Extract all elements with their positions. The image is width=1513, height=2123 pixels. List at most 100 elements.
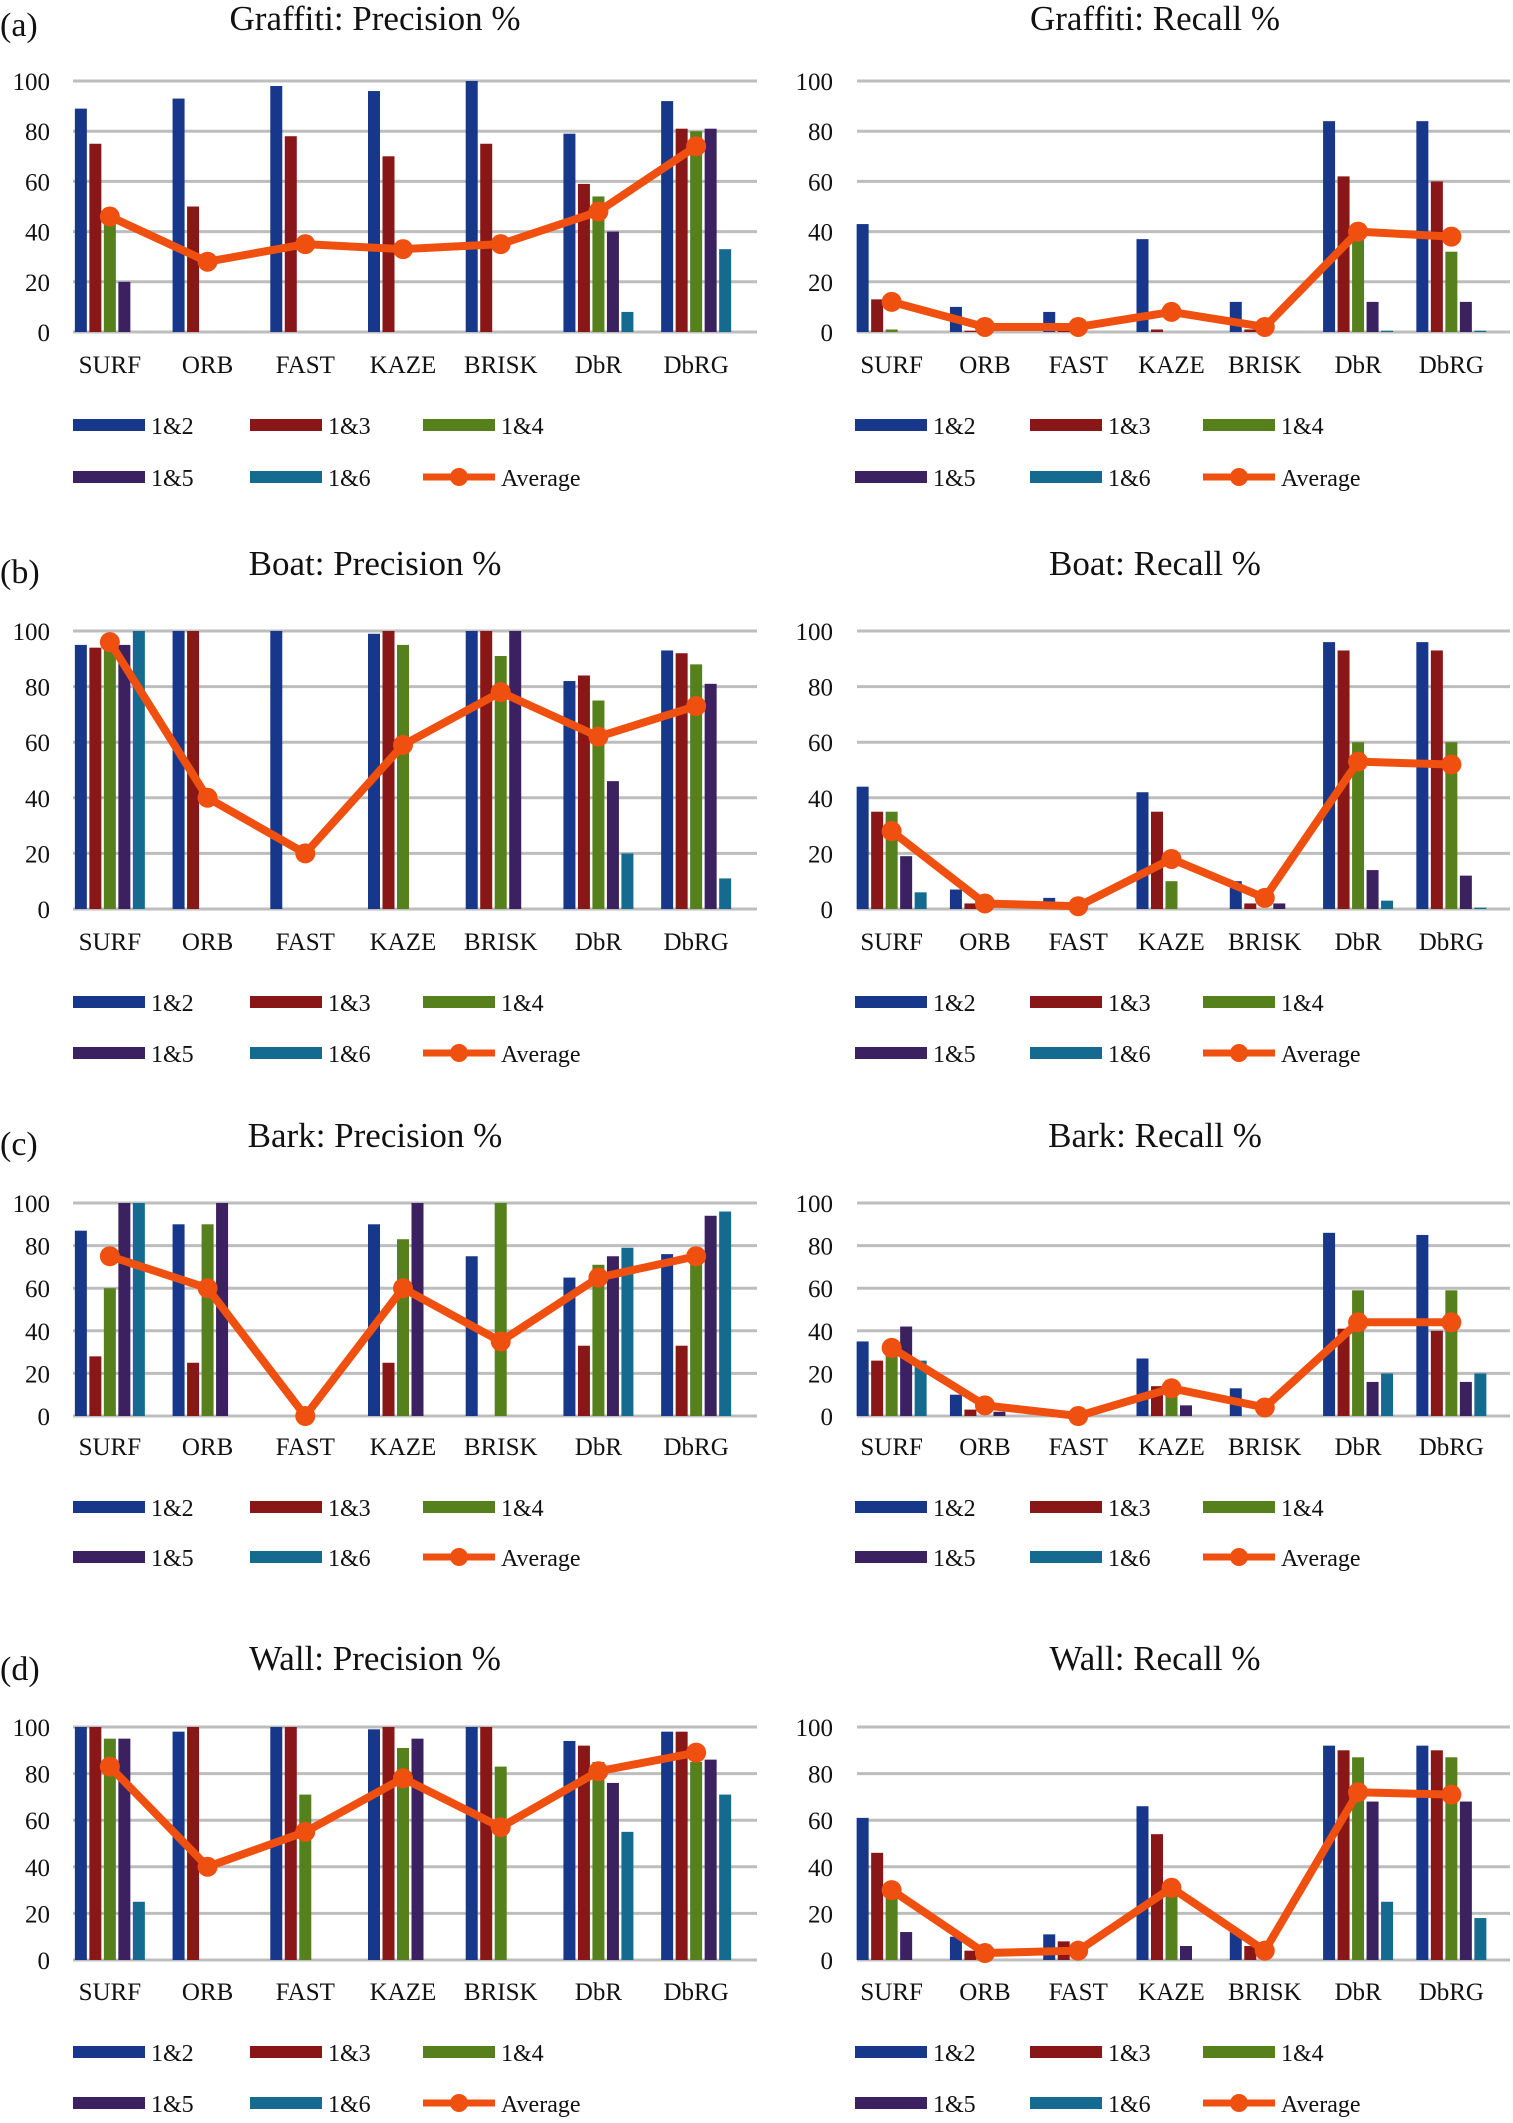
legend-item: 1&3: [250, 1496, 371, 1522]
bar-1-2-DbRG: [661, 650, 674, 909]
chart-7: (d) Wall: Precision % 0 20 40 60 80 100 SURF ORB F…: [0, 1639, 757, 2118]
bar-1-3-SURF: [89, 1727, 102, 1960]
x-tick-label: SURF: [860, 1979, 923, 2006]
bar-1-5-DbR: [606, 231, 619, 332]
average-point-BRISK: [1254, 1397, 1275, 1418]
average-point-BRISK: [490, 234, 511, 255]
x-tick-label: DbR: [1334, 929, 1382, 956]
y-tick-label: 60: [808, 169, 833, 196]
bar-1-3-ORB: [187, 1362, 200, 1416]
y-tick-label: 100: [796, 69, 834, 96]
bar-1-2-BRISK: [1229, 1932, 1242, 1960]
bar-1-2-BRISK: [465, 81, 478, 332]
bar-1-3-KAZE: [382, 1727, 395, 1960]
legend-label: 1&6: [328, 1546, 371, 1572]
average-point-DbR: [1348, 221, 1369, 242]
bar-1-5-SURF: [900, 856, 913, 909]
legend-item: 1&3: [250, 2041, 371, 2067]
legend-label: 1&6: [1108, 1042, 1151, 1068]
y-tick-label: 0: [821, 897, 834, 924]
average-point-ORB: [197, 1856, 218, 1877]
legend-item: 1&2: [73, 991, 194, 1017]
legend-item: 1&5: [73, 2092, 194, 2118]
bar-1-6-DbR: [1381, 330, 1394, 332]
legend-item: 1&3: [250, 991, 371, 1017]
legend-swatch: [423, 996, 495, 1008]
legend-label: 1&5: [151, 466, 194, 492]
bar-1-6-SURF: [132, 631, 145, 909]
y-tick-label: 20: [808, 1901, 833, 1928]
y-tick-label: 60: [808, 1808, 833, 1835]
bar-1-6-DbR: [1381, 900, 1394, 909]
bar-1-6-DbR: [1381, 1901, 1394, 1960]
bar-1-2-KAZE: [368, 91, 380, 332]
bar-1-5-DbRG: [1459, 1381, 1472, 1416]
legend-swatch: [855, 996, 927, 1008]
legend-swatch: [423, 419, 495, 431]
x-tick-label: BRISK: [464, 1434, 538, 1461]
average-point-SURF: [881, 821, 902, 842]
legend-marker: [450, 468, 468, 486]
legend-item: 1&3: [1030, 2041, 1151, 2067]
legend-label: 1&2: [933, 2041, 976, 2067]
bar-1-3-SURF: [89, 647, 102, 909]
average-point-DbR: [588, 726, 609, 747]
y-tick-label: 0: [38, 1404, 51, 1431]
bar-1-5-DbRG: [1459, 1801, 1472, 1960]
average-point-FAST: [295, 1821, 316, 1842]
y-tick-label: 20: [808, 1361, 833, 1388]
legend-swatch: [855, 1551, 927, 1563]
average-point-KAZE: [393, 1278, 413, 1299]
x-tick-label: BRISK: [1228, 929, 1302, 956]
x-tick-label: BRISK: [464, 1979, 538, 2006]
bar-1-3-DbRG: [675, 1345, 688, 1416]
bar-1-4-DbR: [592, 196, 605, 332]
legend-item: 1&4: [423, 991, 544, 1017]
y-tick-label: 80: [25, 1762, 50, 1789]
bar-1-3-DbR: [577, 1345, 590, 1416]
bar-1-3-DbR: [577, 183, 590, 332]
average-point-SURF: [99, 1246, 120, 1267]
bar-1-6-DbR: [621, 1831, 634, 1960]
legend-swatch: [423, 2046, 495, 2058]
average-point-SURF: [99, 206, 120, 227]
legend-label: 1&3: [1108, 991, 1151, 1017]
x-tick-label: FAST: [276, 1434, 335, 1461]
y-tick-label: 0: [821, 1948, 834, 1975]
bar-1-3-FAST: [284, 1727, 297, 1960]
legend-item: 1&2: [855, 991, 976, 1017]
y-tick-label: 80: [25, 1234, 50, 1261]
bar-1-4-DbRG: [690, 1247, 703, 1416]
average-point-KAZE: [393, 734, 413, 755]
legend-swatch: [73, 419, 145, 431]
legend-swatch: [423, 1501, 495, 1513]
y-tick-label: 20: [25, 1361, 50, 1388]
bar-1-2-BRISK: [1229, 301, 1242, 332]
x-tick-label: KAZE: [1138, 1434, 1205, 1461]
legend-marker: [450, 2094, 468, 2112]
average-point-FAST: [295, 1406, 316, 1426]
x-tick-label: DbRG: [663, 1434, 728, 1461]
average-point-ORB: [197, 1278, 218, 1299]
bar-1-2-KAZE: [368, 1729, 380, 1960]
legend-item: 1&5: [73, 1546, 194, 1572]
bar-1-5-DbR: [1366, 301, 1379, 332]
bar-1-2-BRISK: [465, 631, 478, 909]
bar-1-2-SURF: [856, 786, 869, 909]
bar-1-4-DbRG: [1445, 251, 1458, 332]
legend-item: 1&4: [423, 2041, 544, 2067]
average-point-ORB: [197, 787, 218, 808]
bar-1-2-ORB: [172, 1731, 185, 1960]
y-tick-label: 40: [808, 1855, 833, 1882]
bar-1-4-KAZE: [1165, 881, 1178, 909]
bar-1-5-DbR: [1366, 870, 1379, 909]
bar-1-2-FAST: [270, 631, 283, 909]
legend-swatch: [1203, 996, 1275, 1008]
average-point-SURF: [881, 1880, 902, 1901]
legend-item: Average: [1203, 1042, 1361, 1068]
legend-item: 1&5: [855, 1042, 976, 1068]
bar-1-4-DbR: [592, 700, 605, 909]
bar-1-4-KAZE: [1165, 1894, 1178, 1960]
bar-1-6-DbRG: [1474, 907, 1487, 909]
legend-label: Average: [501, 466, 581, 492]
